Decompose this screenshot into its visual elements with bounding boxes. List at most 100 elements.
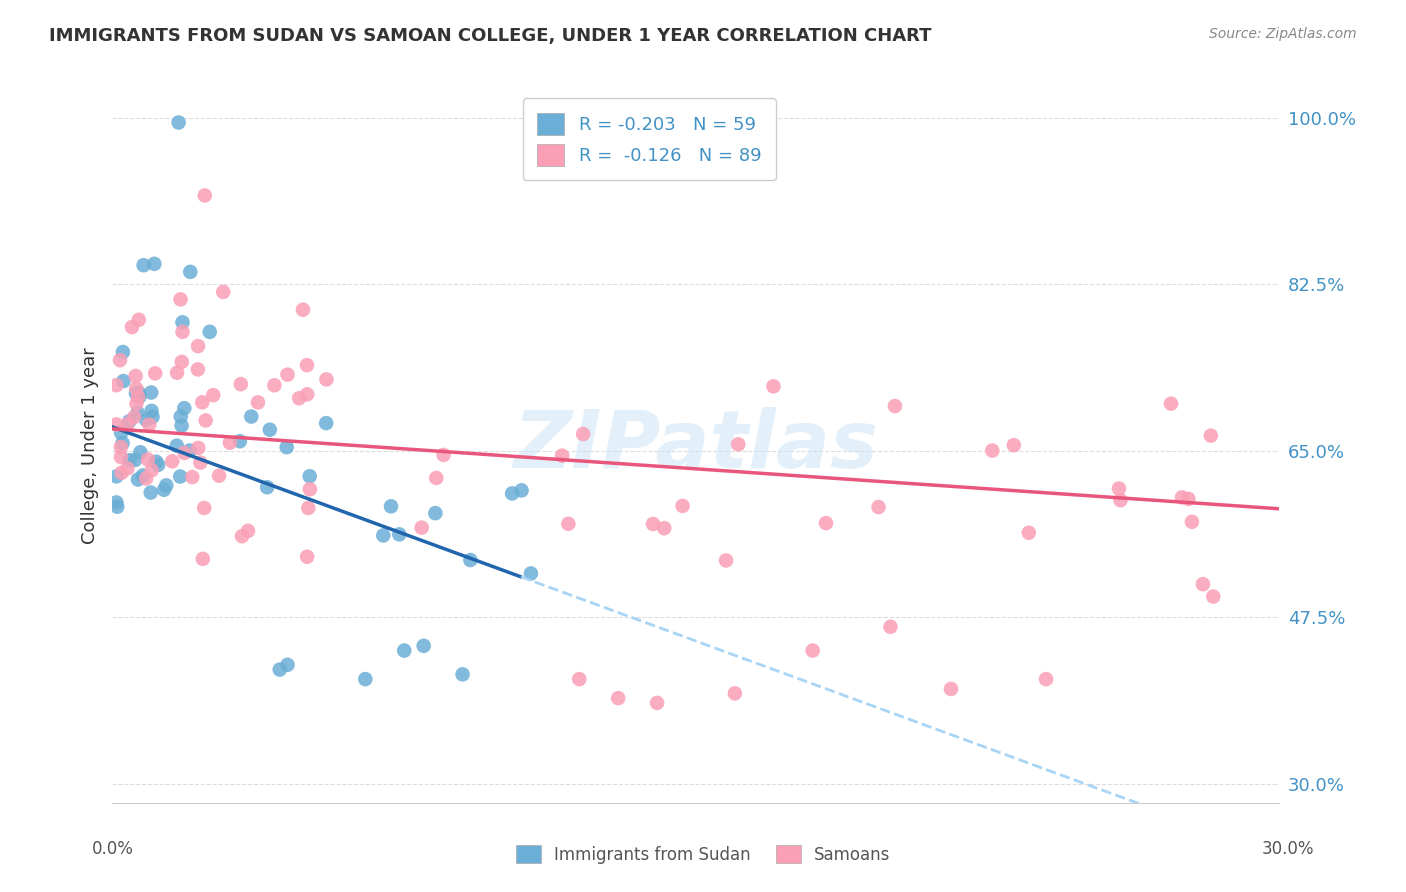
Point [105,417,128,432]
Point [112,374,135,388]
Point [394,643,416,657]
Point [714,553,737,567]
Point [187,362,209,376]
Point [645,696,668,710]
Point [212,285,235,299]
Point [354,672,377,686]
Point [118,414,141,428]
Point [551,449,574,463]
Point [276,657,298,672]
Point [190,456,212,470]
Point [208,468,231,483]
Point [127,406,149,420]
Point [879,620,901,634]
Point [607,691,630,706]
Point [105,469,128,483]
Point [231,529,253,543]
Legend: Immigrants from Sudan, Samoans: Immigrants from Sudan, Samoans [509,838,897,871]
Point [169,293,191,307]
Point [117,417,139,431]
Point [425,471,447,485]
Point [187,441,209,455]
Point [432,448,454,462]
Point [179,265,201,279]
Point [143,367,166,381]
Y-axis label: College, Under 1 year: College, Under 1 year [80,348,98,544]
Point [801,643,824,657]
Point [139,485,162,500]
Point [412,639,434,653]
Point [557,516,579,531]
Point [135,413,157,427]
Point [172,325,194,339]
Point [194,188,217,202]
Point [198,325,221,339]
Text: 30.0%: 30.0% [1263,840,1315,858]
Point [167,115,190,129]
Point [122,410,145,425]
Point [1199,428,1222,442]
Point [127,390,149,404]
Point [256,480,278,494]
Point [460,553,482,567]
Point [128,386,150,401]
Point [148,458,170,472]
Point [193,500,215,515]
Point [1109,493,1132,508]
Point [425,506,447,520]
Point [141,463,163,477]
Text: 0.0%: 0.0% [91,840,134,858]
Point [124,368,146,383]
Point [155,478,177,492]
Point [939,681,962,696]
Point [671,499,693,513]
Point [110,425,132,440]
Point [129,445,152,459]
Point [125,381,148,395]
Point [132,468,155,483]
Text: ZIPatlas: ZIPatlas [513,407,879,485]
Point [295,387,318,401]
Point [1002,438,1025,452]
Point [510,483,533,498]
Point [128,312,150,326]
Point [173,446,195,460]
Point [727,437,749,451]
Legend: R = -0.203   N = 59, R =  -0.126   N = 89: R = -0.203 N = 59, R = -0.126 N = 89 [523,98,776,180]
Point [127,473,149,487]
Point [276,368,298,382]
Point [145,455,167,469]
Point [501,486,523,500]
Point [652,521,675,535]
Point [520,566,543,581]
Point [288,391,311,405]
Point [132,258,155,272]
Text: IMMIGRANTS FROM SUDAN VS SAMOAN COLLEGE, UNDER 1 YEAR CORRELATION CHART: IMMIGRANTS FROM SUDAN VS SAMOAN COLLEGE,… [49,27,932,45]
Point [1177,491,1199,506]
Point [641,516,664,531]
Point [141,385,163,400]
Point [291,302,314,317]
Point [229,377,252,392]
Point [568,672,591,686]
Point [884,399,907,413]
Point [121,320,143,334]
Point [269,663,291,677]
Point [143,257,166,271]
Point [166,439,188,453]
Point [166,366,188,380]
Point [388,527,411,541]
Point [451,667,474,681]
Point [110,440,132,454]
Point [170,418,193,433]
Point [1018,525,1040,540]
Point [124,453,146,467]
Point [105,378,128,392]
Point [111,466,134,480]
Point [110,450,132,464]
Point [194,413,217,427]
Point [141,409,163,424]
Point [1160,397,1182,411]
Point [172,315,194,329]
Point [136,452,159,467]
